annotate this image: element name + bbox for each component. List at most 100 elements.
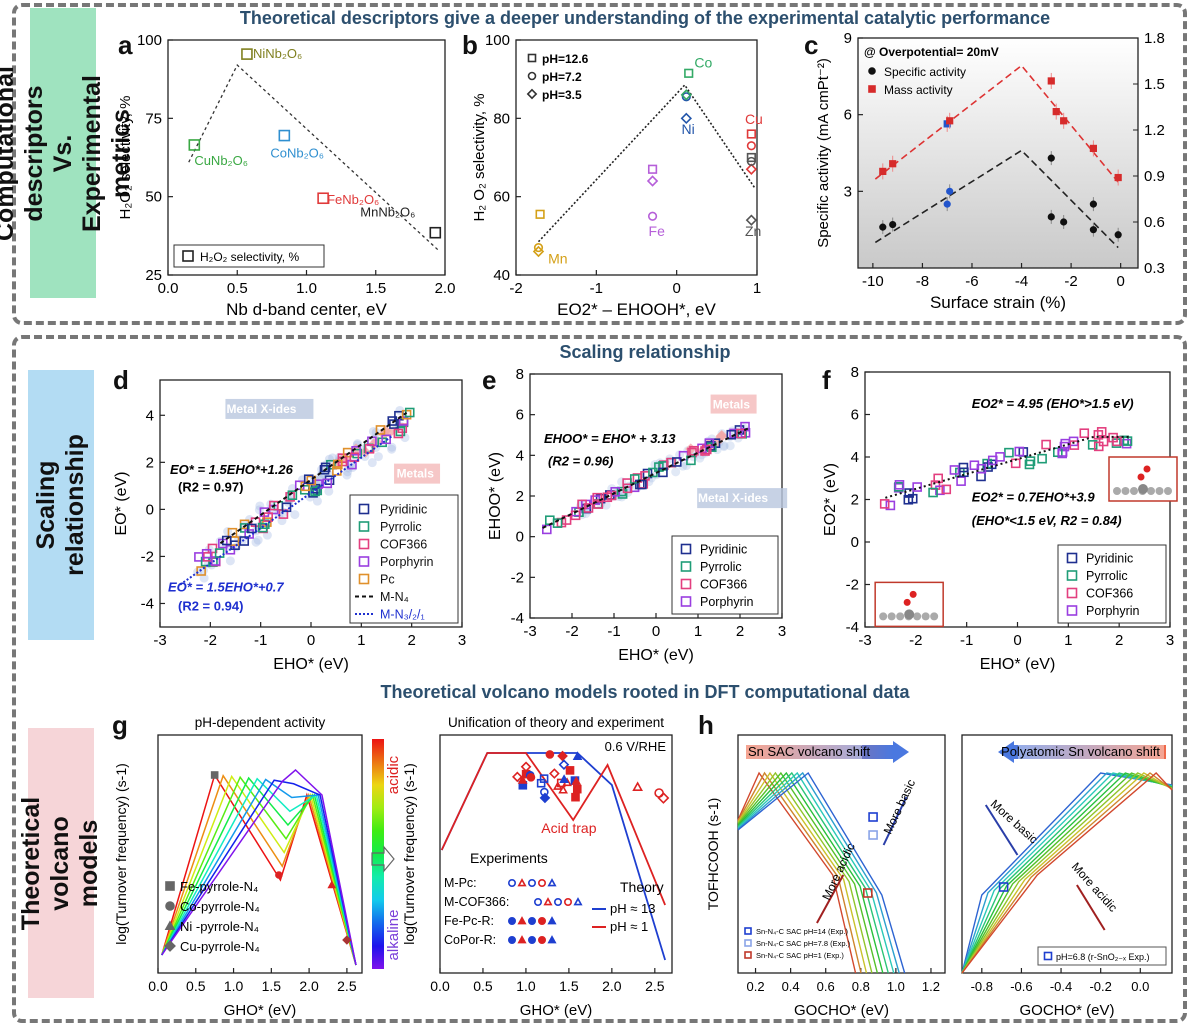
x-tick-label: 2: [736, 623, 744, 640]
legend-label: COF366: [380, 538, 427, 552]
data-point: [239, 536, 250, 546]
experiment-point: [571, 776, 582, 785]
activity-curve: [161, 779, 357, 966]
y-tick-label: -4: [141, 595, 154, 612]
data-point: [592, 492, 603, 503]
data-point: [907, 493, 918, 504]
data-point: [928, 487, 938, 498]
point-label: NiNb₂O₆: [253, 46, 302, 61]
exp-point-ph7: [868, 830, 878, 840]
x-tick-label: 0: [307, 632, 315, 649]
specific-point: [946, 187, 954, 195]
activity-curve: [161, 776, 357, 966]
inset-atom: [896, 612, 905, 621]
inset-atom: [1155, 487, 1164, 495]
volcano-curve: [961, 772, 1173, 974]
data-point: [976, 463, 987, 474]
legend-marker: [527, 53, 537, 63]
legend-label: Sn-N₄-C SAC pH=1 (Exp.): [756, 951, 844, 960]
x-tick-label: 1.2: [922, 979, 940, 994]
data-point: [1121, 438, 1132, 449]
panel-title: Sn SAC volcano shift: [748, 744, 871, 759]
data-point: [401, 409, 412, 420]
legend-marker: [680, 561, 692, 572]
data-point: [246, 523, 257, 534]
data-point: [324, 475, 335, 485]
x-tick-label: 1.0: [516, 978, 536, 994]
x-tick-label: -2: [1064, 273, 1077, 290]
fit-upper-label: EO2* = 4.95 (EHO*>1.5 eV): [972, 396, 1134, 411]
y2-tick-label: 0.3: [1144, 260, 1165, 277]
shift-arrow-head: [893, 741, 909, 763]
volcano-curve: [737, 771, 900, 974]
x-tick-label: 2.0: [602, 978, 622, 994]
data-point: [1025, 456, 1036, 466]
experiment-point: [632, 781, 643, 791]
legend-label: Ni -pyrrole-N₄: [180, 919, 259, 934]
data-point: [646, 175, 659, 187]
experiment-point: [557, 750, 568, 762]
experiment-point: [558, 759, 570, 770]
experiment-legend-marker: [547, 935, 557, 944]
inset-atom: [1147, 487, 1155, 495]
x-tick-label: -3: [523, 623, 536, 640]
y-axis-label: Specific activity (mA cmPt⁻²): [815, 58, 832, 248]
legend-marker: [680, 596, 692, 607]
x-tick-label: 0: [652, 623, 660, 640]
y-tick-label: 0: [516, 529, 524, 546]
metal-xide-point: [342, 470, 352, 480]
x-tick-label: 0.2: [747, 979, 765, 994]
data-point: [375, 425, 386, 435]
experiment-point: [657, 792, 670, 804]
volcano-specific: [874, 149, 1119, 249]
y-tick-label: 3: [844, 183, 852, 200]
metal-xide-point: [387, 444, 397, 454]
data-point: [269, 500, 279, 511]
volcano-line: [537, 83, 757, 243]
point-label: FeNb₂O₆: [327, 192, 379, 207]
group-label: Co: [694, 54, 712, 70]
section3-title: Theoretical volcano models rooted in DFT…: [380, 682, 910, 702]
group-label: Mn: [548, 250, 567, 266]
specific-point: [943, 200, 951, 208]
activity-curve: [161, 778, 357, 966]
x-tick-label: 1: [694, 623, 702, 640]
group-label: Fe: [649, 223, 666, 239]
y-tick-label: 6: [851, 407, 859, 424]
x-tick-label: -3: [153, 632, 166, 649]
legend-marker: [165, 901, 175, 911]
data-point: [912, 482, 922, 492]
x-tick-label: 3: [778, 623, 786, 640]
y-tick-label: -2: [511, 569, 524, 586]
volcano-curve: [737, 771, 873, 974]
plot-frame: [857, 37, 1139, 269]
y-tick-label: 2: [146, 454, 154, 471]
data-point: [879, 499, 890, 509]
x-tick-label: 2.5: [645, 978, 665, 994]
data-point: [726, 429, 737, 440]
inset-atom: [921, 612, 930, 621]
legend-marker: [744, 927, 752, 935]
legend-marker: [1066, 605, 1078, 616]
x-tick-label: 0.0: [430, 978, 450, 994]
y-tick-label: 4: [516, 447, 524, 464]
y-axis-label: TOFHCOOH (s-1): [705, 798, 721, 911]
x-tick-label: 2: [407, 632, 415, 649]
metal-xide-point: [367, 458, 377, 468]
activity-curve: [161, 773, 357, 966]
cu-point: [342, 935, 352, 945]
experiment-legend-marker: [534, 898, 543, 907]
x-axis-label: GOCHO* (eV): [1019, 1002, 1114, 1019]
x-tick-label: -1: [960, 632, 973, 649]
section-descriptors: [12, 3, 1187, 325]
experiment-legend-marker: [573, 897, 583, 906]
y2-tick-label: 1.2: [1144, 122, 1165, 139]
y2-tick-label: 0.6: [1144, 214, 1165, 231]
x-tick-label: 0.5: [473, 978, 493, 994]
data-point: [561, 515, 572, 525]
experiment-point: [549, 768, 560, 779]
exp-point: [998, 882, 1009, 892]
data-point: [746, 141, 756, 151]
experiment-legend-marker: [554, 898, 563, 907]
volcano-curve: [961, 772, 1173, 974]
